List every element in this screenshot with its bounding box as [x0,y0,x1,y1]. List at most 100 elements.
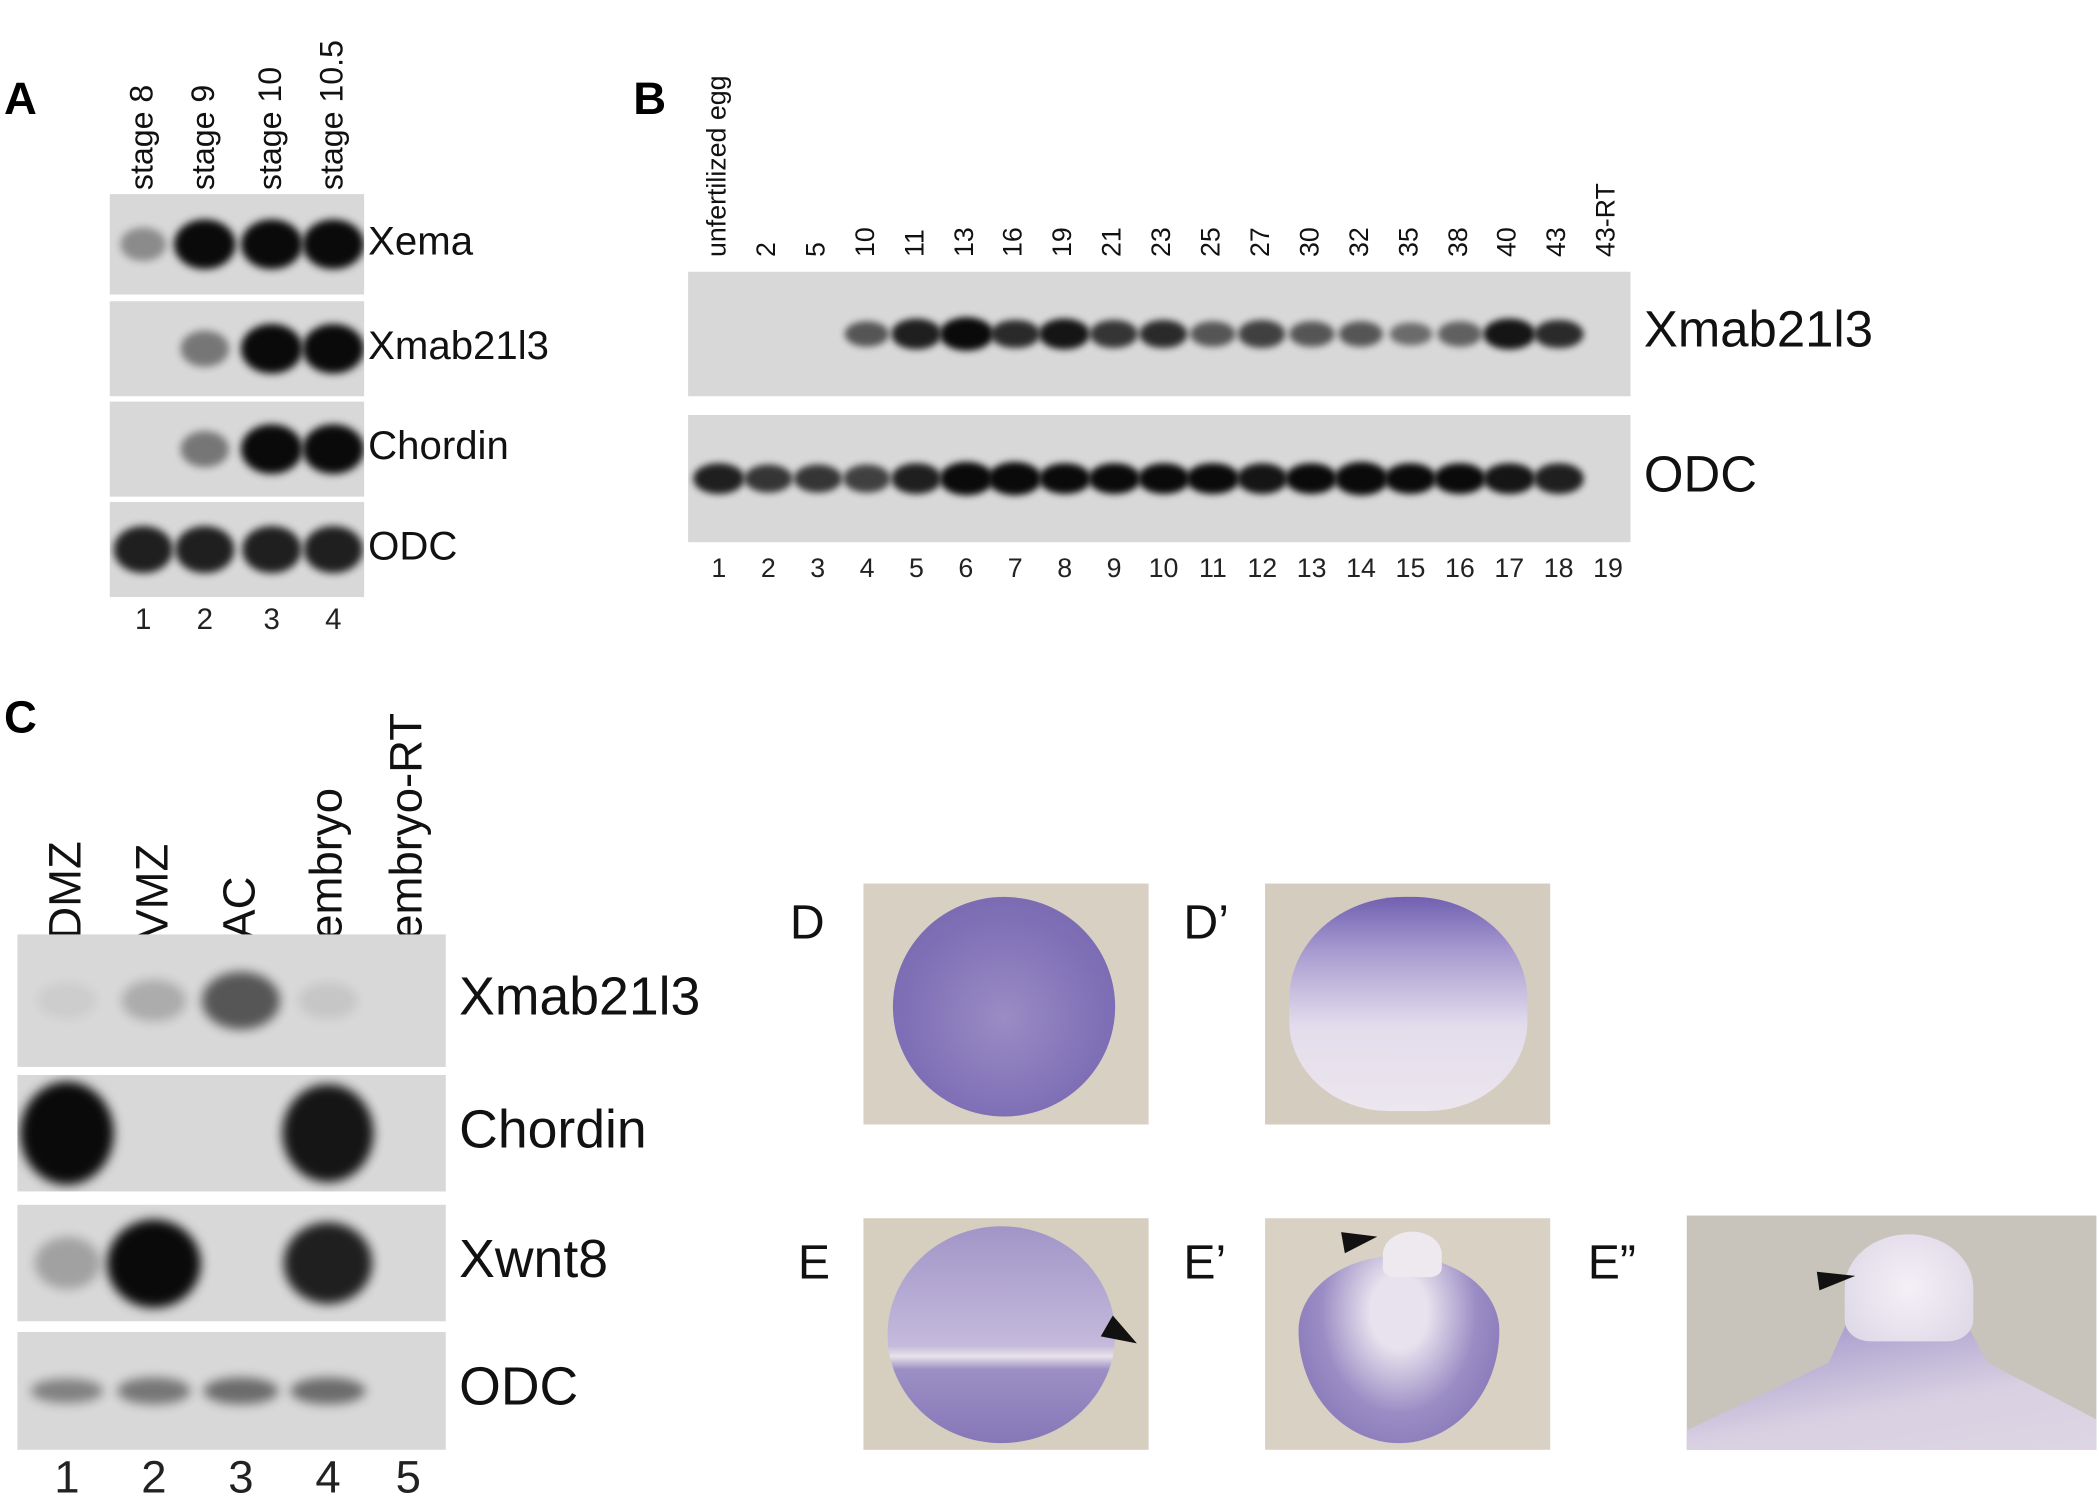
lane-number: 15 [1395,554,1426,584]
band [107,1218,201,1308]
lane-number: 12 [1247,554,1278,584]
lane-number: 1 [54,1452,80,1504]
band [693,463,745,494]
band [175,526,234,573]
band [117,1378,191,1404]
band [1534,319,1584,349]
band [203,1377,279,1405]
band [1238,320,1286,348]
band [1038,318,1091,350]
gene-label: ODC [1643,447,1757,504]
lane-number: 2 [196,602,214,636]
photo-d-prime [1265,883,1551,1125]
gene-label: Xmab21l3 [459,967,701,1027]
band [114,526,173,573]
blot-odc [17,1332,446,1450]
blot-xmab21l3 [17,934,446,1067]
lane-number: 14 [1346,554,1376,584]
gene-label: Xmab21l3 [1643,302,1874,359]
lane-label: stage 8 [123,84,161,191]
band [122,979,186,1022]
lane-number: 11 [1198,554,1227,584]
gene-label: ODC [368,524,458,569]
lane-number: 18 [1543,554,1574,584]
band [1334,462,1388,495]
lane-label: 32 [1344,227,1375,258]
lane-number: 4 [325,602,342,636]
lane-number: 6 [958,554,974,584]
band [1433,462,1487,495]
band [302,424,365,475]
band [1483,318,1535,350]
band [891,463,942,494]
lane-label: 2 [752,242,782,258]
band [1038,462,1091,495]
photo-e [863,1218,1149,1450]
lane-label: 5 [801,242,832,258]
band [1533,463,1584,494]
band [1483,463,1535,494]
photo-label-e-double-prime: E” [1587,1234,1636,1290]
band [988,462,1043,495]
band [744,464,793,493]
lane-number: 17 [1494,554,1525,584]
lane-number: 2 [760,554,776,584]
band [793,464,842,493]
band [1236,463,1288,494]
blot-xmab21l3 [688,271,1631,397]
band [304,526,363,573]
blot-chordin [17,1074,446,1192]
band [1384,462,1437,495]
lane-number: 3 [263,602,280,636]
band [290,1377,366,1405]
gene-label: Xwnt8 [459,1229,608,1289]
lane-label: stage 9 [185,84,222,191]
band [240,323,303,374]
lane-label: 13 [949,227,980,258]
lane-label: embryo [300,787,352,940]
panel-label-c: C [4,692,37,743]
band [1137,462,1190,495]
lane-label: unfertilized egg [702,75,733,258]
lane-number: 13 [1296,554,1327,584]
band [302,219,365,270]
photo-label-e: E [797,1234,831,1290]
band [1089,320,1139,348]
band [843,465,891,493]
photo-label-d-prime: D’ [1183,894,1229,950]
blot-xema [109,194,365,295]
band [34,1236,100,1290]
lane-label: 10 [850,227,881,258]
band [240,424,303,475]
band [282,1084,373,1182]
lane-label: 43-RT [1591,183,1622,258]
lane-number: 4 [859,554,875,584]
blot-odc [688,414,1631,543]
lane-number: 2 [141,1452,167,1504]
lane-label: 11 [900,229,930,258]
arrowhead-icon [1341,1226,1380,1254]
gene-label: Xmab21l3 [368,323,549,368]
lane-label: DMZ [39,841,91,940]
lane-number: 3 [810,554,826,584]
band [242,526,301,573]
photo-e-prime [1265,1218,1551,1450]
lane-label: stage 10 [252,66,289,191]
band [1289,321,1335,347]
blot-xmab21l3 [109,301,365,397]
blot-xwnt8 [17,1204,446,1322]
lane-number: 1 [711,554,727,584]
lane-number: 3 [228,1452,254,1504]
photo-label-e-prime: E’ [1183,1234,1227,1290]
lane-number: 4 [315,1452,341,1504]
gene-label: Chordin [459,1099,647,1159]
lane-number: 9 [1106,554,1122,584]
lane-number: 10 [1148,554,1179,584]
panel-label-a: A [4,73,37,125]
band [20,1081,114,1185]
lane-label: 25 [1196,227,1227,258]
lane-label: 35 [1394,227,1424,258]
band [298,982,358,1020]
lane-number: 16 [1444,554,1475,584]
